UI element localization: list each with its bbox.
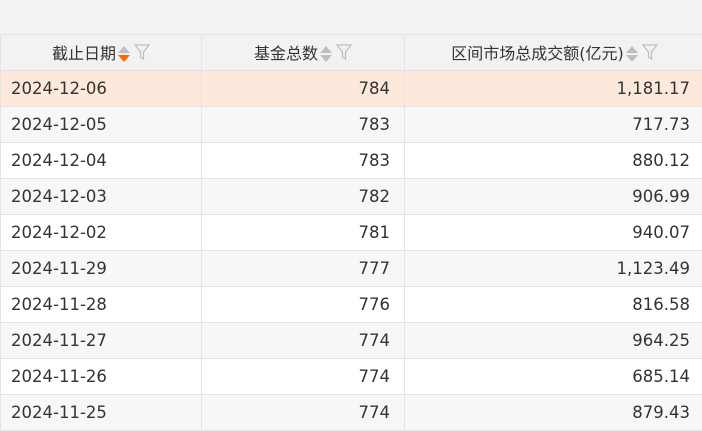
column-label: 截止日期 bbox=[52, 44, 116, 63]
fund-count-cell: 774 bbox=[202, 359, 405, 395]
fund-count-cell: 774 bbox=[202, 395, 405, 431]
date-cell: 2024-11-26 bbox=[1, 359, 202, 395]
turnover-cell: 685.14 bbox=[405, 359, 702, 395]
sort-icon[interactable] bbox=[320, 45, 330, 63]
date-cell: 2024-11-29 bbox=[1, 251, 202, 287]
date-cell: 2024-12-06 bbox=[1, 71, 202, 107]
column-label: 区间市场总成交额(亿元) bbox=[451, 44, 624, 63]
turnover-cell: 1,181.17 bbox=[405, 71, 702, 107]
column-header[interactable]: 基金总数 bbox=[202, 35, 405, 71]
column-header[interactable]: 区间市场总成交额(亿元) bbox=[405, 35, 702, 71]
date-cell: 2024-12-05 bbox=[1, 107, 202, 143]
table-header: 截止日期 基金总数 区间市场总成交额(亿元) bbox=[1, 35, 702, 71]
sort-icon[interactable] bbox=[626, 45, 636, 63]
turnover-cell: 964.25 bbox=[405, 323, 702, 359]
turnover-cell: 879.43 bbox=[405, 395, 702, 431]
date-cell: 2024-11-28 bbox=[1, 287, 202, 323]
column-label: 基金总数 bbox=[254, 44, 318, 63]
turnover-cell: 940.07 bbox=[405, 215, 702, 251]
fund-count-cell: 776 bbox=[202, 287, 405, 323]
date-cell: 2024-12-04 bbox=[1, 143, 202, 179]
fund-count-cell: 783 bbox=[202, 143, 405, 179]
date-cell: 2024-12-02 bbox=[1, 215, 202, 251]
fund-count-cell: 781 bbox=[202, 215, 405, 251]
filter-icon[interactable] bbox=[336, 43, 352, 65]
filter-icon[interactable] bbox=[134, 43, 150, 65]
fund-count-cell: 784 bbox=[202, 71, 405, 107]
fund-count-cell: 774 bbox=[202, 323, 405, 359]
turnover-cell: 717.73 bbox=[405, 107, 702, 143]
date-cell: 2024-11-27 bbox=[1, 323, 202, 359]
sort-icon[interactable] bbox=[118, 45, 128, 63]
fund-count-cell: 777 bbox=[202, 251, 405, 287]
turnover-cell: 880.12 bbox=[405, 143, 702, 179]
toolbar-area bbox=[0, 0, 702, 34]
column-header[interactable]: 截止日期 bbox=[1, 35, 202, 71]
turnover-cell: 906.99 bbox=[405, 179, 702, 215]
date-cell: 2024-12-03 bbox=[1, 179, 202, 215]
turnover-cell: 1,123.49 bbox=[405, 251, 702, 287]
turnover-cell: 816.58 bbox=[405, 287, 702, 323]
fund-count-cell: 783 bbox=[202, 107, 405, 143]
filter-icon[interactable] bbox=[642, 43, 658, 65]
fund-count-cell: 782 bbox=[202, 179, 405, 215]
date-cell: 2024-11-25 bbox=[1, 395, 202, 431]
